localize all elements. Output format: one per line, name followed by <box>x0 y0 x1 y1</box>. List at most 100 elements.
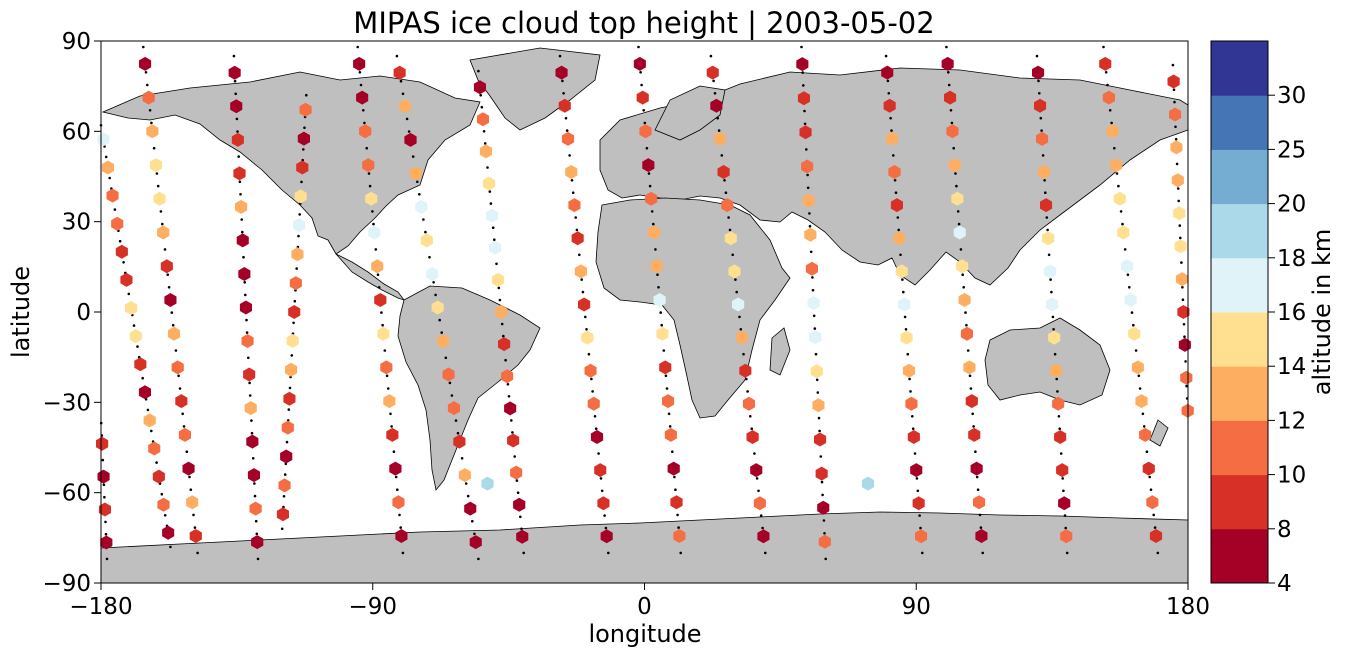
cloud-marker <box>571 231 584 246</box>
track-dot <box>486 166 489 169</box>
cloud-marker <box>393 65 406 80</box>
track-dot <box>1130 311 1134 314</box>
track-dot <box>1132 323 1135 327</box>
cloud-marker <box>1177 305 1190 319</box>
cloud-marker <box>1142 461 1155 476</box>
track-dot <box>500 322 504 326</box>
track-dot <box>1046 228 1049 232</box>
track-dot <box>240 218 243 221</box>
track-dot <box>444 356 448 360</box>
cloud-marker <box>134 357 147 372</box>
track-dot <box>981 551 984 555</box>
track-dot <box>1171 63 1175 67</box>
cloud-marker <box>1180 370 1193 385</box>
cloud-marker <box>1052 396 1065 411</box>
track-dot <box>597 452 600 455</box>
track-dot <box>250 431 254 435</box>
track-dot <box>734 278 737 281</box>
track-dot <box>811 288 815 292</box>
track-dot <box>809 250 813 254</box>
cloud-marker <box>442 367 455 382</box>
cloud-marker <box>584 363 597 378</box>
cloud-marker <box>189 529 202 543</box>
track-dot <box>590 377 593 381</box>
land-antarctica <box>100 511 1189 584</box>
track-dot <box>247 356 250 360</box>
track-dot <box>411 155 415 158</box>
cloud-marker <box>239 300 252 315</box>
cloud-marker <box>721 198 734 213</box>
land-north-america <box>101 71 481 255</box>
track-dot <box>1055 377 1058 381</box>
track-dot <box>952 146 955 150</box>
track-dot <box>161 222 164 226</box>
track-dot <box>177 374 180 378</box>
cloud-marker <box>1048 330 1061 345</box>
track-dot <box>398 513 401 517</box>
cloud-marker <box>797 91 810 106</box>
cloud-marker <box>420 233 433 248</box>
track-dot <box>295 267 299 270</box>
track-dot <box>440 331 444 334</box>
track-dot <box>394 475 398 479</box>
cloud-marker <box>139 56 152 71</box>
track-dot <box>1172 88 1176 92</box>
track-dot <box>142 45 145 49</box>
track-dot <box>256 557 260 561</box>
cloud-marker <box>662 394 675 409</box>
x-axis-label: longitude <box>588 620 701 648</box>
track-dot <box>893 179 897 182</box>
track-dot <box>916 489 920 493</box>
track-dot <box>824 557 827 561</box>
track-dot <box>150 429 153 433</box>
cloud-marker <box>247 468 260 483</box>
y-tick-label: 30 <box>62 210 91 236</box>
cloud-marker <box>283 391 296 406</box>
cloud-marker <box>129 329 142 344</box>
track-dot <box>978 513 982 517</box>
cloud-marker <box>555 65 568 80</box>
track-dot <box>479 93 483 97</box>
colorbar-label: altitude in km <box>1308 229 1336 396</box>
track-dot <box>236 130 239 133</box>
track-dot <box>1038 92 1041 95</box>
track-dot <box>148 109 152 112</box>
track-dot <box>561 79 564 83</box>
track-dot <box>510 419 513 422</box>
cloud-marker <box>481 476 494 491</box>
cloud-marker <box>383 394 396 409</box>
cloud-marker <box>231 132 244 147</box>
cloud-marker <box>1042 231 1055 246</box>
track-dot <box>127 292 131 296</box>
track-dot <box>513 455 516 458</box>
track-dot <box>558 54 562 58</box>
cloud-marker <box>1046 297 1059 312</box>
track-dot <box>585 328 588 331</box>
cloud-marker <box>968 427 981 442</box>
track-dot <box>477 69 480 73</box>
cloud-marker <box>280 449 293 464</box>
cloud-marker <box>706 65 719 80</box>
cloud-marker <box>469 535 482 550</box>
track-dot <box>580 278 583 281</box>
cloud-marker <box>636 90 649 105</box>
cloud-marker <box>464 501 477 516</box>
track-dot <box>104 532 108 536</box>
track-dot <box>454 419 458 422</box>
track-dot <box>253 482 256 485</box>
track-dot <box>359 83 363 87</box>
cloud-marker <box>713 131 726 146</box>
track-dot <box>1044 191 1047 194</box>
cloud-marker <box>814 432 827 447</box>
colorbar-tick-label: 25 <box>1277 137 1306 163</box>
cloud-marker <box>101 160 114 175</box>
track-dot <box>150 121 153 125</box>
track-dot <box>568 154 571 157</box>
track-dot <box>801 71 804 74</box>
cloud-marker <box>409 166 422 181</box>
track-dot <box>239 193 242 196</box>
track-dot <box>971 412 974 416</box>
track-dot <box>979 526 983 529</box>
track-dot <box>911 415 914 418</box>
track-dot <box>720 154 724 157</box>
